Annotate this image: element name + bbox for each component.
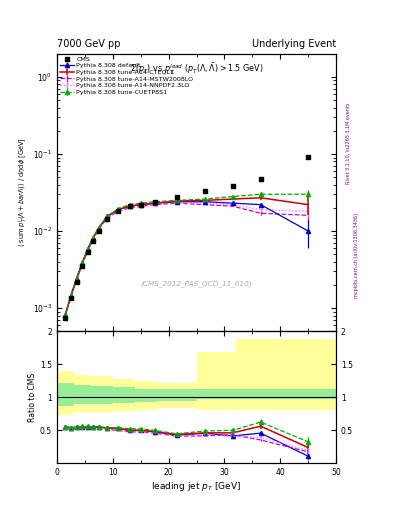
CMS xyxy=(79,262,85,270)
Legend: CMS, Pythia 8.308 default, Pythia 8.308 tune-A14-CTEQL1, Pythia 8.308 tune-A14-M: CMS, Pythia 8.308 default, Pythia 8.308 … xyxy=(59,56,194,96)
CMS xyxy=(62,313,68,322)
Text: Rivet 3.1.10, \u2265 3.1M events: Rivet 3.1.10, \u2265 3.1M events xyxy=(345,103,350,184)
CMS xyxy=(68,294,74,302)
CMS xyxy=(152,198,158,206)
Text: 7000 GeV pp: 7000 GeV pp xyxy=(57,38,121,49)
Text: (CMS_2012_PAS_QCD_11_010): (CMS_2012_PAS_QCD_11_010) xyxy=(141,281,252,287)
CMS xyxy=(202,187,208,195)
Text: $\Sigma(p_T)$ vs $p_T^{lead}$ ($p_T(\Lambda,\bar{\Lambda}) > 1.5$ GeV): $\Sigma(p_T)$ vs $p_T^{lead}$ ($p_T(\Lam… xyxy=(130,62,263,77)
CMS xyxy=(84,248,91,257)
Y-axis label: Ratio to CMS: Ratio to CMS xyxy=(28,373,37,422)
CMS xyxy=(90,237,96,245)
CMS xyxy=(257,175,264,183)
CMS xyxy=(73,278,80,286)
CMS xyxy=(305,153,311,161)
Text: mcplots.cern.ch [arXiv:1306.3436]: mcplots.cern.ch [arXiv:1306.3436] xyxy=(354,214,359,298)
CMS xyxy=(138,201,144,209)
X-axis label: leading jet $p_T$ [GeV]: leading jet $p_T$ [GeV] xyxy=(151,480,242,493)
Y-axis label: $\langle$ sum $p_T^i(\Lambda + bar\Lambda)\rangle$ / d$\eta$d$\phi$ [GeV]: $\langle$ sum $p_T^i(\Lambda + bar\Lambd… xyxy=(17,138,30,247)
CMS xyxy=(96,227,102,235)
CMS xyxy=(127,202,133,210)
CMS xyxy=(115,207,121,216)
CMS xyxy=(104,215,110,223)
CMS xyxy=(230,182,236,190)
CMS xyxy=(174,193,180,201)
Text: Underlying Event: Underlying Event xyxy=(252,38,336,49)
